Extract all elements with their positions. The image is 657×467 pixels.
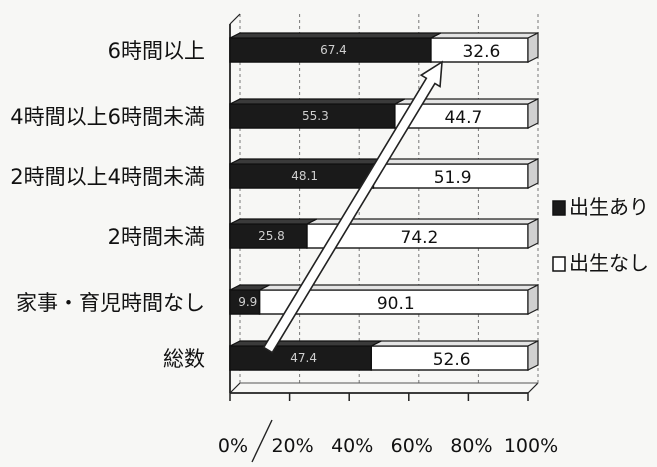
data-label-nashi: 74.2 (401, 228, 439, 248)
bar-segment-ari (229, 223, 308, 249)
gridlines (229, 14, 539, 401)
bar-row: 47.4 52.6 (229, 340, 539, 371)
floor-edge (527, 382, 539, 394)
bar-row: 48.1 51.9 (229, 158, 539, 189)
bar-segment-ari (229, 289, 261, 315)
legend-label: 出生あり (569, 195, 649, 219)
bar-top-nashi (370, 340, 539, 347)
bar-side (527, 340, 539, 371)
bar-row: 25.8 74.2 (229, 218, 539, 249)
bar-top-nashi (373, 158, 539, 165)
bar-row: 55.3 44.7 (229, 98, 539, 129)
data-label-nashi: 90.1 (377, 294, 415, 314)
bar-side (527, 284, 539, 315)
bar-segment-nashi (372, 163, 529, 189)
x-tick-label: 20% (271, 435, 313, 457)
bar-side (527, 32, 539, 63)
data-label-ari: 55.3 (302, 109, 329, 123)
bar-segment-nashi (370, 345, 529, 371)
data-label-nashi: 51.9 (434, 168, 472, 188)
slash-mark (251, 419, 273, 463)
bar-segment-ari (229, 103, 396, 129)
category-label: 2時間未満 (108, 225, 205, 249)
bar-top-ari (229, 284, 270, 291)
trend-arrow-shape (262, 60, 443, 354)
data-label-nashi: 52.6 (433, 350, 471, 370)
legend-swatch (552, 256, 566, 272)
data-label-ari: 67.4 (320, 43, 347, 57)
category-label: 総数 (163, 347, 205, 371)
bar-top-ari (229, 98, 406, 105)
category-label: 4時間以上6時間未満 (10, 105, 205, 129)
bars: 67.4 32.6 55.3 44.7 48.1 51.9 25.8 74.2 9.9 90.1 4… (229, 32, 539, 371)
axis (229, 13, 539, 394)
x-tick-label: 100% (504, 435, 558, 457)
legend-swatch (552, 200, 566, 216)
category-labels: 6時間以上 4時間以上6時間未満 2時間以上4時間未満 2時間未満家事・育児時間なし総… (10, 39, 205, 371)
bar-segment-nashi (430, 37, 529, 63)
data-label-ari: 47.4 (290, 351, 317, 365)
data-label-nashi: 32.6 (462, 42, 500, 62)
x-tick-label: 40% (331, 435, 373, 457)
data-label-ari: 9.9 (238, 295, 257, 309)
data-label-ari: 25.8 (258, 229, 285, 243)
bar-top-ari (229, 218, 318, 225)
data-label-ari: 48.1 (291, 169, 318, 183)
legend-label: 出生なし (569, 251, 649, 275)
category-label: 家事・育児時間なし (16, 291, 205, 315)
bar-side (527, 158, 539, 189)
bar-top-ari (229, 158, 384, 165)
trend-arrow (251, 60, 443, 463)
tick-labels: 0% 20% 40% 60% 80% 100% (218, 435, 558, 457)
x-tick-label: 80% (450, 435, 492, 457)
x-tick-label: 0% (218, 435, 248, 457)
floor-edge (229, 382, 241, 394)
wall-edge (229, 13, 241, 25)
category-label: 6時間以上 (108, 39, 205, 63)
x-tick-label: 60% (391, 435, 433, 457)
data-label-nashi: 44.7 (444, 108, 482, 128)
bar-top-ari (229, 340, 382, 347)
bar-top-ari (229, 32, 442, 39)
bar-top-nashi (430, 32, 539, 39)
category-label: 2時間以上4時間未満 (10, 165, 205, 189)
bar-side (527, 218, 539, 249)
bar-side (527, 98, 539, 129)
bar-row: 9.9 90.1 (229, 284, 539, 315)
bar-row: 67.4 32.6 (229, 32, 539, 63)
